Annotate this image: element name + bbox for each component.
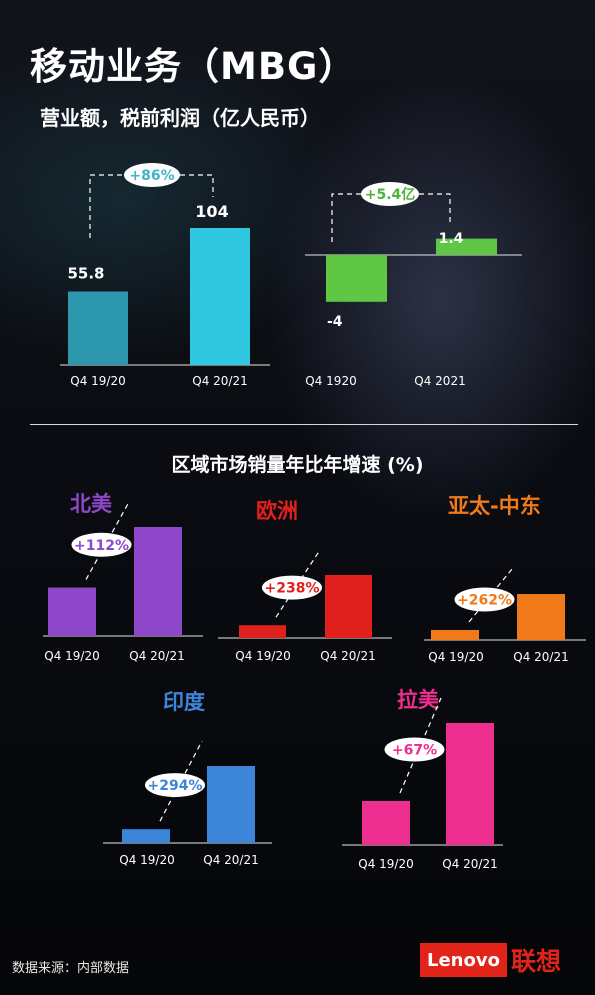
source-note: 数据来源：内部数据: [12, 961, 130, 976]
region-name-north-america: 北美: [70, 492, 112, 516]
apac-me-growth-label: +262%: [457, 593, 512, 609]
revenue-bar-1: [68, 291, 128, 365]
latam-growth-label: +67%: [392, 743, 437, 759]
latam-bar-1: [362, 801, 410, 845]
revenue-growth-bracket: [89, 174, 214, 238]
region-name-europe: 欧洲: [256, 499, 298, 523]
india-category-label-2: Q4 20/21: [203, 853, 258, 867]
europe-category-label-2: Q4 20/21: [320, 649, 375, 663]
europe-bar-2: [325, 575, 372, 638]
revenue-growth-label: +86%: [129, 168, 174, 184]
revenue-growth-bubble: [124, 163, 180, 187]
latam-bar-2: [446, 723, 494, 845]
divider: [30, 424, 578, 425]
region-name-apac-me: 亚太-中东: [448, 494, 541, 518]
latam-growth-bubble: [384, 737, 445, 762]
north-america-growth-label: +112%: [74, 538, 129, 554]
apac-me-bar-2: [517, 594, 565, 640]
pretax-profit-category-label-1: Q4 1920: [305, 374, 356, 388]
lenovo-logo: Lenovo 联想: [420, 943, 580, 977]
revenue-category-label-2: Q4 20/21: [192, 374, 247, 388]
india-growth-label: +294%: [148, 778, 203, 794]
page-title: 移动业务（MBG）: [30, 45, 357, 88]
india-category-label-1: Q4 19/20: [119, 853, 174, 867]
region-name-india: 印度: [163, 690, 205, 714]
revenue-value-label-1: 55.8: [67, 264, 104, 282]
pretax-profit-value-label-1: -4: [327, 314, 343, 330]
region-name-latam: 拉美: [397, 688, 439, 712]
pretax-profit-growth-bubble: [361, 182, 419, 206]
revenue-category-label-1: Q4 19/20: [70, 374, 125, 388]
page-subtitle: 营业额，税前利润（亿人民币）: [40, 106, 320, 130]
north-america-trend-line: [85, 501, 130, 580]
logo-text-en: Lenovo: [420, 943, 507, 977]
latam-category-label-2: Q4 20/21: [442, 857, 497, 871]
north-america-bar-1: [48, 587, 96, 636]
india-growth-bubble: [145, 773, 205, 798]
revenue-value-label-2: 104: [195, 202, 228, 221]
apac-me-bar-1: [431, 630, 479, 640]
north-america-category-label-2: Q4 20/21: [129, 649, 184, 663]
latam-category-label-1: Q4 19/20: [358, 857, 413, 871]
europe-bar-1: [239, 625, 286, 638]
europe-growth-bubble: [262, 575, 322, 600]
north-america-growth-bubble: [71, 532, 132, 557]
europe-category-label-1: Q4 19/20: [235, 649, 290, 663]
europe-growth-label: +238%: [265, 581, 320, 597]
apac-me-growth-bubble: [454, 587, 515, 612]
pretax-profit-value-label-2: 1.4: [439, 231, 464, 247]
india-bar-1: [122, 829, 170, 843]
north-america-bar-2: [134, 527, 182, 636]
section-title: 区域市场销量年比年增速 (%): [171, 454, 424, 476]
india-bar-2: [207, 766, 255, 843]
pretax-profit-bar-2: [436, 238, 497, 255]
revenue-bar-2: [190, 228, 250, 365]
pretax-profit-growth-bracket: [331, 193, 451, 242]
apac-me-category-label-1: Q4 19/20: [428, 650, 483, 664]
pretax-profit-category-label-2: Q4 2021: [414, 374, 465, 388]
north-america-category-label-1: Q4 19/20: [44, 649, 99, 663]
pretax-profit-bar-1: [326, 255, 387, 302]
logo-text-cn: 联想: [510, 947, 561, 976]
apac-me-category-label-2: Q4 20/21: [513, 650, 568, 664]
pretax-profit-growth-label: +5.4亿: [365, 186, 416, 203]
apac-me-trend-line: [468, 568, 513, 623]
